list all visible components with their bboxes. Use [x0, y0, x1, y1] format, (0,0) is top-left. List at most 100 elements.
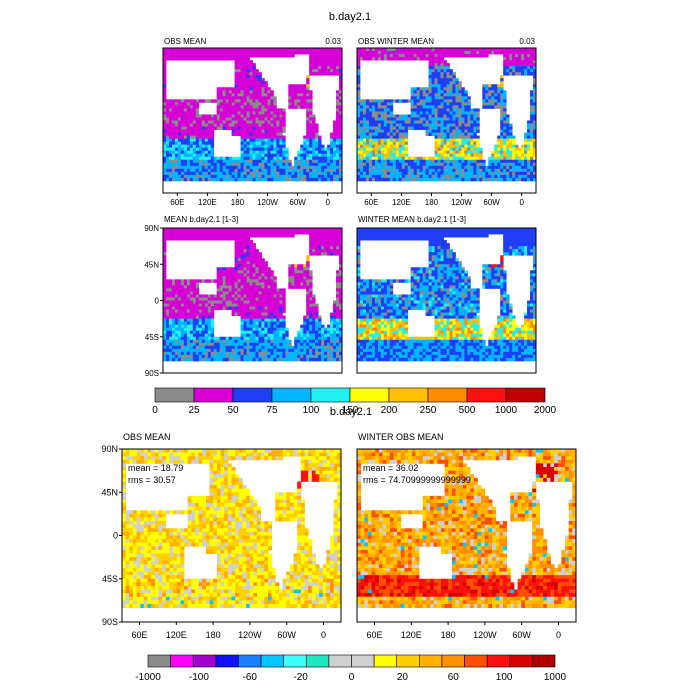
- map-cell: [246, 66, 250, 70]
- map-cell: [237, 69, 241, 73]
- map-cell: [315, 243, 319, 247]
- map-cell: [461, 87, 465, 91]
- map-cell: [309, 96, 313, 100]
- map-cell: [267, 93, 271, 97]
- map-cell: [470, 135, 474, 140]
- map-cell: [249, 177, 253, 182]
- map-cell: [225, 297, 230, 301]
- map-cell: [494, 48, 498, 52]
- map-cell: [413, 159, 418, 164]
- map-cell: [228, 156, 233, 161]
- map-cell: [365, 123, 370, 127]
- map-cell: [318, 153, 322, 158]
- map-cell: [225, 294, 230, 298]
- map-cell: [163, 138, 167, 143]
- map-cell: [339, 126, 343, 130]
- map-cell: [419, 123, 424, 127]
- map-cell: [165, 321, 170, 326]
- map-cell: [467, 126, 471, 130]
- map-cell: [386, 135, 391, 140]
- map-cell: [333, 141, 337, 146]
- map-cell: [428, 114, 432, 118]
- map-cell: [294, 174, 298, 179]
- map-cell: [521, 51, 525, 55]
- map-cell: [168, 120, 173, 124]
- map-cell: [503, 108, 507, 112]
- map-cell: [163, 153, 167, 158]
- map-cell: [234, 84, 238, 88]
- map-cell: [177, 168, 182, 173]
- map-cell: [180, 120, 185, 124]
- map-cell: [359, 102, 364, 106]
- map-cell: [336, 228, 340, 232]
- map-cell: [339, 81, 343, 85]
- map-cell: [234, 66, 238, 70]
- map-cell: [530, 126, 534, 130]
- map-cell: [198, 162, 203, 167]
- map-cell: [282, 333, 286, 338]
- map-cell: [533, 63, 537, 67]
- map-cell: [312, 66, 316, 70]
- map-cell: [386, 48, 391, 52]
- map-cell: [255, 270, 259, 274]
- map-cell: [336, 162, 340, 167]
- map-cell: [219, 306, 224, 310]
- map-cell: [252, 288, 256, 292]
- map-cell: [270, 93, 274, 97]
- map-cell: [189, 99, 194, 103]
- map-cell: [431, 123, 435, 127]
- map-cell: [207, 297, 212, 301]
- map-cell: [165, 165, 170, 170]
- map-cell: [252, 69, 256, 73]
- map-cell: [303, 330, 307, 335]
- map-cell: [479, 174, 483, 179]
- map-cell: [383, 57, 388, 61]
- map-cell: [434, 153, 438, 158]
- map-cell: [368, 111, 373, 115]
- map-cell: [446, 147, 450, 152]
- map-cell: [395, 147, 400, 152]
- map-cell: [180, 327, 185, 332]
- map-cell: [386, 168, 391, 173]
- map-cell: [252, 330, 256, 335]
- map-cell: [413, 123, 418, 127]
- map-cell: [383, 174, 388, 179]
- map-cell: [261, 294, 265, 298]
- map-cell: [174, 303, 179, 307]
- map-cell: [485, 168, 489, 173]
- x-tick-label: 120E: [392, 198, 411, 207]
- map-cell: [282, 129, 286, 133]
- map-cell: [503, 153, 507, 158]
- map-cell: [318, 138, 322, 143]
- map-cell: [428, 159, 432, 164]
- map-cell: [434, 138, 438, 143]
- map-cell: [434, 132, 438, 136]
- map-cell: [482, 87, 486, 91]
- map-cell: [300, 153, 304, 158]
- map-cell: [440, 117, 444, 121]
- map-cell: [249, 246, 253, 250]
- map-cell: [410, 174, 415, 179]
- map-cell: [234, 174, 238, 179]
- map-cell: [252, 111, 256, 115]
- map-cell: [416, 174, 421, 179]
- map-cell: [428, 66, 432, 70]
- map-cell: [186, 303, 191, 307]
- map-cell: [339, 231, 343, 235]
- map-cell: [506, 147, 510, 152]
- map-cell: [440, 156, 444, 161]
- map-cell: [398, 150, 403, 155]
- map-cell: [315, 303, 319, 307]
- map-cell: [252, 309, 256, 313]
- map-cell: [312, 72, 316, 76]
- map-cell: [243, 87, 247, 91]
- map-cell: [494, 150, 498, 155]
- map-cell: [231, 87, 235, 91]
- map-cell: [198, 150, 203, 155]
- map-cell: [437, 102, 441, 106]
- map-cell: [201, 153, 206, 158]
- map-cell: [234, 312, 238, 316]
- map-cell: [506, 63, 510, 67]
- map-cell: [240, 51, 244, 55]
- map-cell: [527, 144, 531, 149]
